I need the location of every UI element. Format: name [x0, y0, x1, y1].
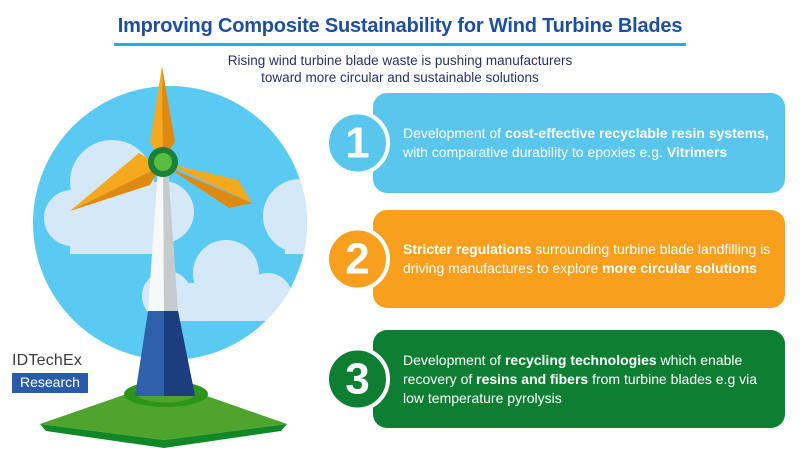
point-card-3: Development of recycling technologies wh…: [373, 330, 785, 428]
cloud-icons: [44, 140, 307, 321]
subtitle-line-2: toward more circular and sustainable sol…: [261, 70, 539, 85]
header: Improving Composite Sustainability for W…: [0, 0, 800, 86]
point-card-2: Stricter regulations surrounding turbine…: [373, 210, 785, 308]
point-row-2: 2 Stricter regulations surrounding turbi…: [325, 210, 785, 308]
point-text-1: Development of cost-effective recyclable…: [403, 125, 769, 160]
point-number-badge-3: 3: [325, 346, 390, 412]
points-list: 1 Development of cost-effective recyclab…: [325, 93, 785, 428]
point-card-1: Development of cost-effective recyclable…: [373, 93, 785, 193]
wind-turbine-illustration: [33, 66, 307, 448]
subtitle-line-1: Rising wind turbine blade waste is pushi…: [227, 53, 573, 68]
idtechex-logo: IDTechEx Research: [8, 350, 94, 398]
point-row-3: 3 Development of recycling technologies …: [325, 330, 785, 428]
logo-research-badge: Research: [12, 373, 88, 393]
logo-brand-text: IDTechEx: [12, 352, 83, 369]
point-text-2: Stricter regulations surrounding turbine…: [403, 241, 771, 276]
turbine-base-icon: [135, 311, 195, 396]
turbine-blades-icon: [70, 66, 252, 211]
turbine-tower-icon: [148, 168, 178, 311]
point-text-3: Development of recycling technologies wh…: [403, 351, 758, 406]
point-number-badge-1: 1: [325, 110, 390, 176]
page-title: Improving Composite Sustainability for W…: [113, 15, 687, 46]
point-number-badge-2: 2: [325, 226, 390, 292]
point-row-1: 1 Development of cost-effective recyclab…: [325, 93, 785, 193]
turbine-hub-icon: [148, 147, 178, 177]
